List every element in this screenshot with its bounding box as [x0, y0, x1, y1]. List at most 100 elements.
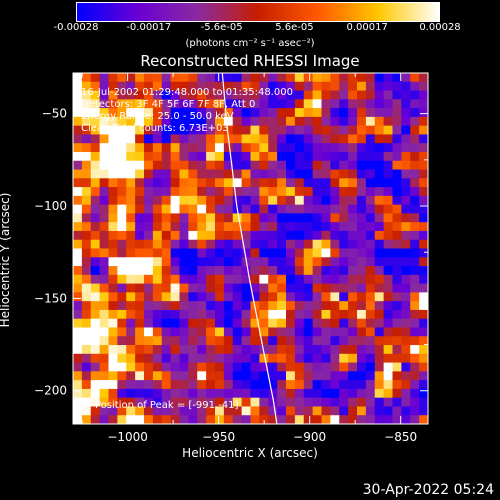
heatmap-cell — [392, 134, 402, 144]
heatmap-cell — [374, 116, 385, 127]
heatmap-cell — [232, 90, 243, 100]
heatmap-cell — [117, 73, 127, 83]
heatmap-cell — [250, 239, 260, 249]
heatmap-cell — [321, 371, 331, 381]
heatmap-cell — [197, 318, 207, 328]
heatmap-cell — [268, 327, 278, 337]
heatmap-cell — [286, 257, 296, 267]
heatmap-cell — [188, 239, 198, 249]
heatmap-cell — [268, 81, 278, 92]
heatmap-cell — [374, 318, 385, 328]
heatmap-cell — [286, 160, 296, 171]
heatmap-cell — [241, 134, 252, 144]
heatmap-cell — [179, 406, 189, 416]
heatmap-cell — [383, 90, 394, 100]
heatmap-cell — [401, 380, 411, 390]
heatmap-cell — [348, 397, 358, 407]
heatmap-cell — [339, 90, 349, 100]
heatmap-cell — [206, 362, 216, 372]
heatmap-cell — [401, 318, 411, 328]
heatmap-cell — [161, 336, 172, 346]
heatmap-cell — [259, 362, 269, 372]
heatmap-cell — [73, 222, 83, 232]
heatmap-cell — [294, 213, 305, 223]
heatmap-cell — [286, 143, 296, 153]
heatmap-cell — [126, 151, 136, 162]
heatmap-cell — [419, 362, 429, 372]
heatmap-cell — [126, 213, 136, 223]
heatmap-cell — [241, 266, 252, 276]
heatmap-cell — [365, 388, 376, 399]
heatmap-cell — [294, 309, 305, 320]
heatmap-cell — [348, 99, 358, 109]
heatmap-cell — [73, 239, 83, 249]
heatmap-cell — [294, 73, 305, 83]
heatmap-cell — [365, 327, 376, 337]
heatmap-cell — [401, 292, 411, 302]
heatmap-cell — [117, 204, 127, 214]
heatmap-cell — [206, 309, 216, 320]
heatmap-cell — [99, 143, 110, 153]
heatmap-cell — [135, 345, 145, 355]
heatmap-cell — [365, 116, 376, 127]
heatmap-cell — [108, 134, 118, 144]
heatmap-cell — [126, 353, 136, 364]
heatmap-cell — [321, 151, 331, 162]
heatmap-cell — [348, 353, 358, 364]
heatmap-cell — [392, 204, 402, 214]
heatmap-cell — [357, 143, 367, 153]
heatmap-cell — [144, 195, 154, 206]
heatmap-cell — [419, 318, 429, 328]
heatmap-cell — [223, 151, 234, 162]
heatmap-cell — [179, 248, 189, 258]
heatmap-cell — [294, 283, 305, 293]
heatmap-cell — [126, 195, 136, 206]
heatmap-cell — [81, 178, 92, 188]
heatmap-cell — [303, 380, 314, 390]
heatmap-cell — [268, 151, 278, 162]
heatmap-cell — [215, 222, 225, 232]
heatmap-cell — [259, 292, 269, 302]
heatmap-cell — [365, 266, 376, 276]
heatmap-cell — [259, 309, 269, 320]
heatmap-cell — [232, 388, 243, 399]
heatmap-cell — [206, 99, 216, 109]
heatmap-cell — [348, 266, 358, 276]
heatmap-cell — [232, 187, 243, 197]
heatmap-cell — [215, 318, 225, 328]
heatmap-cell — [294, 380, 305, 390]
heatmap-cell — [126, 125, 136, 135]
heatmap-cell — [179, 415, 189, 425]
heatmap-cell — [161, 90, 172, 100]
heatmap-cell — [277, 266, 287, 276]
heatmap-cell — [410, 362, 420, 372]
heatmap-cell — [303, 99, 314, 109]
heatmap-cell — [170, 134, 181, 144]
heatmap-cell — [99, 90, 110, 100]
heatmap-cell — [365, 406, 376, 416]
heatmap-cell — [286, 151, 296, 162]
heatmap-cell — [188, 380, 198, 390]
heatmap-cell — [241, 108, 252, 118]
heatmap-cell — [419, 195, 429, 206]
heatmap-cell — [108, 195, 118, 206]
heatmap-cell — [348, 336, 358, 346]
heatmap-cell — [223, 187, 234, 197]
heatmap-cell — [108, 73, 118, 83]
heatmap-cell — [144, 380, 154, 390]
annotation-line: 16-Jul-2002 01:29:48.000 to 01:35:48.000 — [81, 87, 293, 98]
heatmap-cell — [223, 353, 234, 364]
x-tick-label: −950 — [202, 430, 235, 444]
heatmap-cell — [294, 353, 305, 364]
heatmap-cell — [126, 116, 136, 127]
heatmap-cell — [81, 388, 92, 399]
heatmap-cell — [357, 222, 367, 232]
heatmap-cell — [152, 292, 163, 302]
heatmap-cell — [330, 301, 340, 311]
heatmap-cell — [188, 336, 198, 346]
heatmap-cell — [170, 353, 181, 364]
heatmap-cell — [357, 73, 367, 83]
heatmap-cell — [179, 371, 189, 381]
heatmap-cell — [303, 125, 314, 135]
heatmap-cell — [348, 204, 358, 214]
